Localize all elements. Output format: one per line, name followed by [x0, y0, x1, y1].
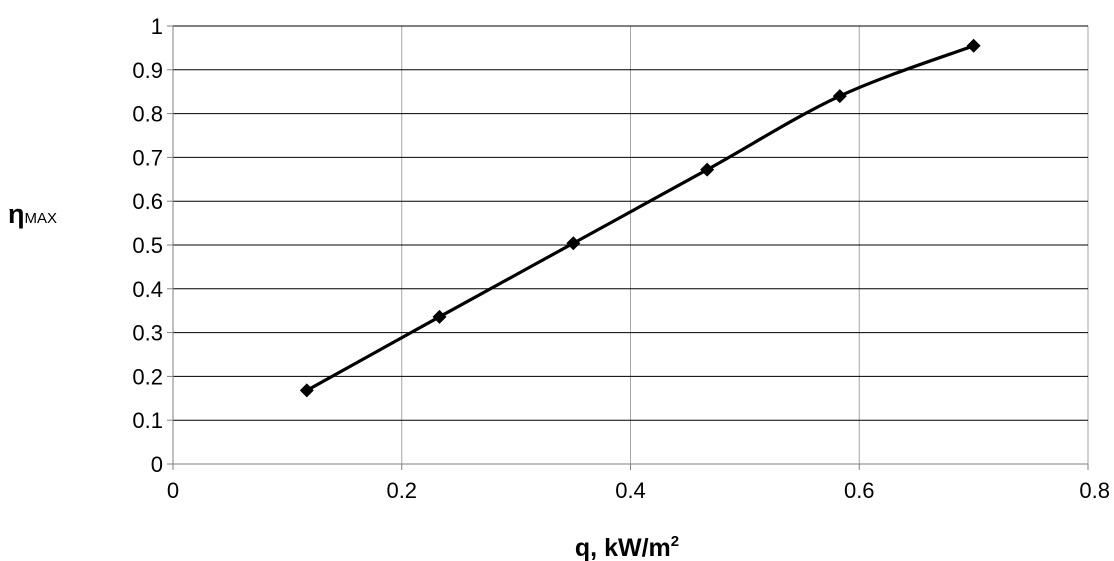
- y-tick-label: 0.7: [132, 145, 163, 170]
- data-point-diamond: [566, 236, 581, 251]
- data-point-diamond: [299, 383, 314, 398]
- y-tick-label: 0: [151, 452, 163, 477]
- y-axis-title: ηMAX: [8, 199, 57, 229]
- y-tick-label: 0.5: [132, 233, 163, 258]
- x-tick-label: 0: [167, 478, 179, 503]
- data-point-diamond: [432, 309, 447, 324]
- y-tick-label: 0.2: [132, 364, 163, 389]
- x-tick-label: 0.8: [1079, 478, 1110, 503]
- x-axis-title: q, kW/m2: [575, 533, 679, 561]
- grid: [173, 25, 1089, 464]
- y-tick-label: 0.6: [132, 189, 163, 214]
- y-tick-label: 0.3: [132, 321, 163, 346]
- x-tick-labels: 0 0.2 0.4 0.6 0.8: [167, 478, 1110, 503]
- y-tick-label: 0.9: [132, 58, 163, 83]
- x-tick-label: 0.6: [844, 478, 875, 503]
- y-tick-label: 0.1: [132, 408, 163, 433]
- y-tick-label: 0.4: [132, 277, 163, 302]
- data-point-diamond: [832, 89, 847, 104]
- x-axis-title-superscript: 2: [671, 533, 679, 550]
- data-point-diamond: [966, 38, 981, 53]
- x-axis-title-main: q, kW/m: [575, 534, 671, 561]
- x-tick-label: 0.4: [615, 478, 646, 503]
- y-tick-labels: 0 0.1 0.2 0.3 0.4 0.5 0.6 0.7 0.8 0.9 1: [132, 14, 163, 477]
- series-layer: [299, 38, 981, 398]
- y-axis-title-subscript: MAX: [25, 210, 58, 227]
- axes: [167, 25, 1089, 470]
- y-tick-label: 0.8: [132, 102, 163, 127]
- data-point-diamond: [700, 162, 715, 177]
- y-tick-label: 1: [151, 14, 163, 39]
- y-axis-title-main: η: [8, 199, 25, 229]
- x-tick-label: 0.2: [386, 478, 417, 503]
- series-line: [305, 44, 976, 393]
